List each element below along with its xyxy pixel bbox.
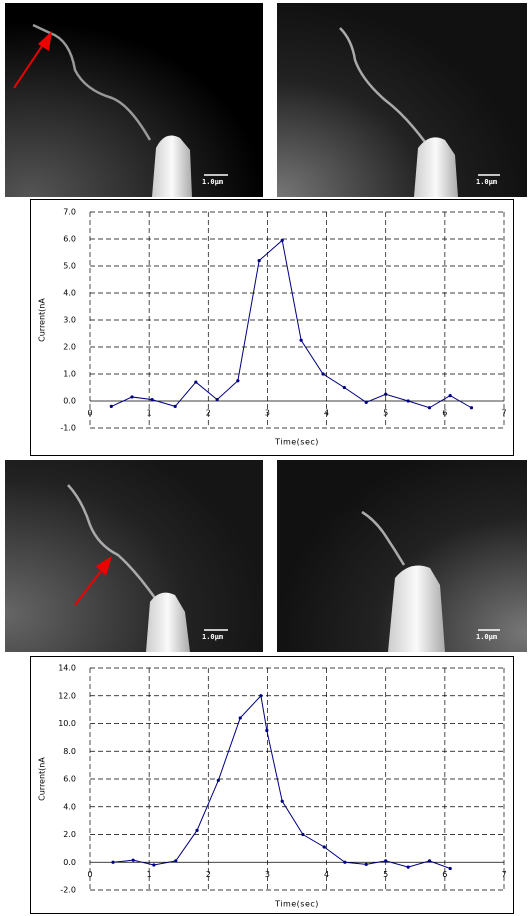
x-tick-label: 6: [442, 870, 447, 879]
chart-frame: [30, 656, 514, 914]
sem-image: 1.0μm: [5, 3, 263, 197]
x-tick-label: 3: [265, 870, 270, 879]
data-point: [406, 865, 410, 869]
chart-frame: [30, 199, 514, 456]
data-point: [215, 398, 219, 402]
data-point: [448, 394, 452, 398]
data-point: [236, 379, 240, 383]
data-point: [384, 859, 388, 863]
data-point: [195, 828, 199, 832]
data-point: [174, 859, 178, 863]
x-tick-label: 4: [324, 870, 329, 879]
y-tick-label: 10.0: [58, 719, 76, 728]
sem-image: 1.0μm: [277, 3, 527, 197]
x-axis-title: Time(sec): [274, 438, 319, 447]
x-tick-label: 7: [501, 870, 506, 879]
data-point: [364, 400, 368, 404]
data-point: [280, 799, 284, 803]
data-point: [280, 238, 284, 242]
x-tick-label: 2: [206, 409, 211, 418]
x-tick-label: 5: [383, 409, 388, 418]
x-tick-label: 5: [383, 870, 388, 879]
scale-bar: 1.0μm: [476, 178, 497, 186]
data-point: [343, 860, 347, 864]
y-axis-title: Current(nA: [38, 298, 47, 342]
x-tick-label: 6: [442, 409, 447, 418]
scale-bar: 1.0μm: [476, 633, 497, 641]
data-point: [301, 832, 305, 837]
sem-image: 1.0μm: [5, 460, 263, 652]
data-point: [152, 863, 156, 867]
y-tick-label: 7.0: [63, 208, 76, 217]
y-tick-label: 8.0: [63, 747, 76, 756]
y-tick-label: 6.0: [63, 235, 76, 244]
scale-bar: 1.0μm: [202, 178, 223, 186]
x-tick-label: 4: [324, 409, 329, 418]
y-tick-label: 12.0: [58, 691, 76, 700]
data-point: [448, 866, 452, 871]
y-tick-label: -2.0: [60, 886, 76, 895]
data-point: [194, 380, 198, 384]
data-point: [131, 858, 135, 862]
y-tick-label: 2.0: [63, 830, 76, 839]
x-axis-title: Time(sec): [274, 900, 319, 909]
data-point: [427, 859, 432, 863]
x-tick-label: 2: [206, 870, 211, 879]
sem-image: 1.0μm: [277, 460, 527, 652]
data-point: [427, 406, 432, 410]
data-point: [257, 259, 261, 263]
y-tick-label: 14.0: [58, 664, 76, 673]
y-tick-label: 1.0: [63, 370, 76, 379]
data-point: [364, 862, 368, 866]
y-axis-title: Current(nA: [38, 757, 47, 801]
x-tick-label: 1: [147, 409, 152, 418]
data-point: [342, 385, 346, 390]
y-tick-label: 4.0: [63, 289, 76, 298]
y-tick-label: 6.0: [63, 775, 76, 784]
y-tick-label: 0.0: [63, 858, 76, 867]
x-tick-label: 3: [265, 409, 270, 418]
data-point: [173, 404, 177, 408]
data-point: [109, 404, 113, 408]
data-point: [384, 392, 388, 396]
data-point: [111, 860, 115, 864]
data-line: [111, 239, 472, 409]
data-point: [469, 406, 474, 410]
data-point: [265, 728, 269, 733]
x-tick-label: 7: [501, 409, 506, 418]
data-point: [130, 395, 134, 399]
y-tick-label: 0.0: [63, 397, 76, 406]
data-point: [150, 398, 154, 402]
data-point: [322, 845, 326, 849]
y-tick-label: -1.0: [60, 424, 76, 433]
data-point: [406, 399, 410, 403]
y-tick-label: 3.0: [63, 316, 76, 325]
y-tick-label: 4.0: [63, 802, 76, 811]
y-tick-label: 2.0: [63, 343, 76, 352]
data-point: [259, 694, 263, 698]
scale-bar: 1.0μm: [202, 633, 223, 641]
data-line: [113, 694, 451, 869]
x-tick-label: 0: [87, 870, 92, 879]
data-point: [216, 778, 220, 782]
data-point: [299, 338, 303, 342]
data-point: [321, 372, 325, 376]
y-tick-label: 5.0: [63, 262, 76, 271]
data-point: [238, 716, 242, 720]
x-tick-label: 1: [147, 870, 152, 879]
x-tick-label: 0: [87, 409, 92, 418]
